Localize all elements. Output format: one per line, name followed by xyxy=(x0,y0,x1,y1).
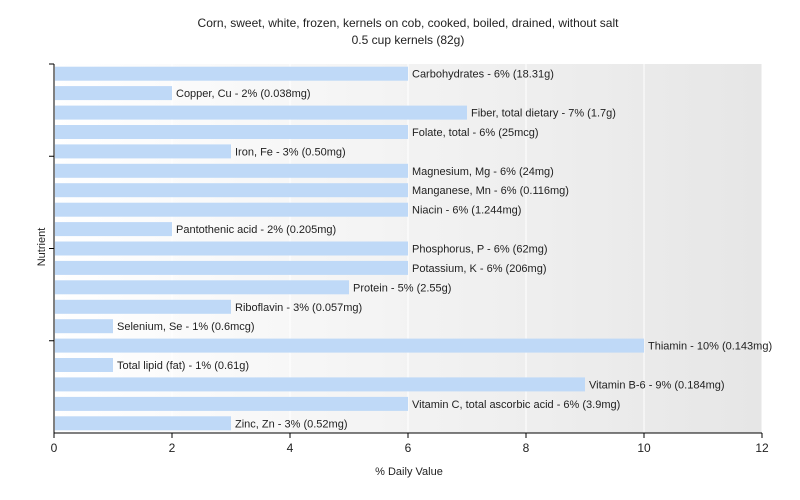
bar xyxy=(55,105,467,120)
data-label: Pantothenic acid - 2% (0.205mg) xyxy=(176,224,336,236)
x-tick-label: 4 xyxy=(287,441,294,455)
bar xyxy=(55,280,349,295)
data-label: Carbohydrates - 6% (18.31g) xyxy=(412,69,554,81)
bar xyxy=(55,319,113,334)
bar xyxy=(55,86,172,101)
data-label: Vitamin B-6 - 9% (0.184mg) xyxy=(589,379,725,391)
data-label: Total lipid (fat) - 1% (0.61g) xyxy=(117,360,249,372)
x-axis-label: % Daily Value xyxy=(375,466,443,478)
bar xyxy=(55,396,408,411)
data-label: Niacin - 6% (1.244mg) xyxy=(412,205,521,217)
bar xyxy=(55,202,408,217)
bar xyxy=(55,183,408,198)
bar xyxy=(55,125,408,139)
x-tick-label: 12 xyxy=(755,441,769,455)
bar xyxy=(55,222,172,237)
data-label: Riboflavin - 3% (0.057mg) xyxy=(235,302,362,314)
bar xyxy=(55,163,408,178)
bar xyxy=(55,358,113,372)
bar xyxy=(55,144,231,159)
x-tick-label: 8 xyxy=(523,441,530,455)
data-label: Thiamin - 10% (0.143mg) xyxy=(648,341,772,353)
data-label: Copper, Cu - 2% (0.038mg) xyxy=(176,88,311,100)
data-label: Magnesium, Mg - 6% (24mg) xyxy=(412,166,554,178)
bar xyxy=(55,260,408,275)
chart-subtitle: 0.5 cup kernels (82g) xyxy=(351,33,465,47)
bar xyxy=(55,66,408,81)
data-label: Folate, total - 6% (25mcg) xyxy=(412,127,539,139)
data-label: Protein - 5% (2.55g) xyxy=(353,282,451,294)
data-label: Zinc, Zn - 3% (0.52mg) xyxy=(235,418,347,430)
x-tick-label: 0 xyxy=(51,441,58,455)
bar xyxy=(55,377,585,392)
bar xyxy=(55,416,231,431)
data-label: Potassium, K - 6% (206mg) xyxy=(412,263,547,275)
y-axis-label: Nutrient xyxy=(36,227,48,267)
chart-title: Corn, sweet, white, frozen, kernels on c… xyxy=(197,16,619,30)
data-label: Phosphorus, P - 6% (62mg) xyxy=(412,244,548,256)
bar xyxy=(55,241,408,256)
x-tick-label: 2 xyxy=(169,441,176,455)
data-label: Fiber, total dietary - 7% (1.7g) xyxy=(471,108,616,120)
x-tick-label: 10 xyxy=(637,441,651,455)
data-label: Iron, Fe - 3% (0.50mg) xyxy=(235,146,346,158)
x-tick-label: 6 xyxy=(405,441,412,455)
data-label: Vitamin C, total ascorbic acid - 6% (3.9… xyxy=(412,399,620,411)
bar xyxy=(55,338,644,353)
data-label: Selenium, Se - 1% (0.6mcg) xyxy=(117,321,255,333)
bar xyxy=(55,299,231,314)
data-label: Manganese, Mn - 6% (0.116mg) xyxy=(412,185,569,197)
